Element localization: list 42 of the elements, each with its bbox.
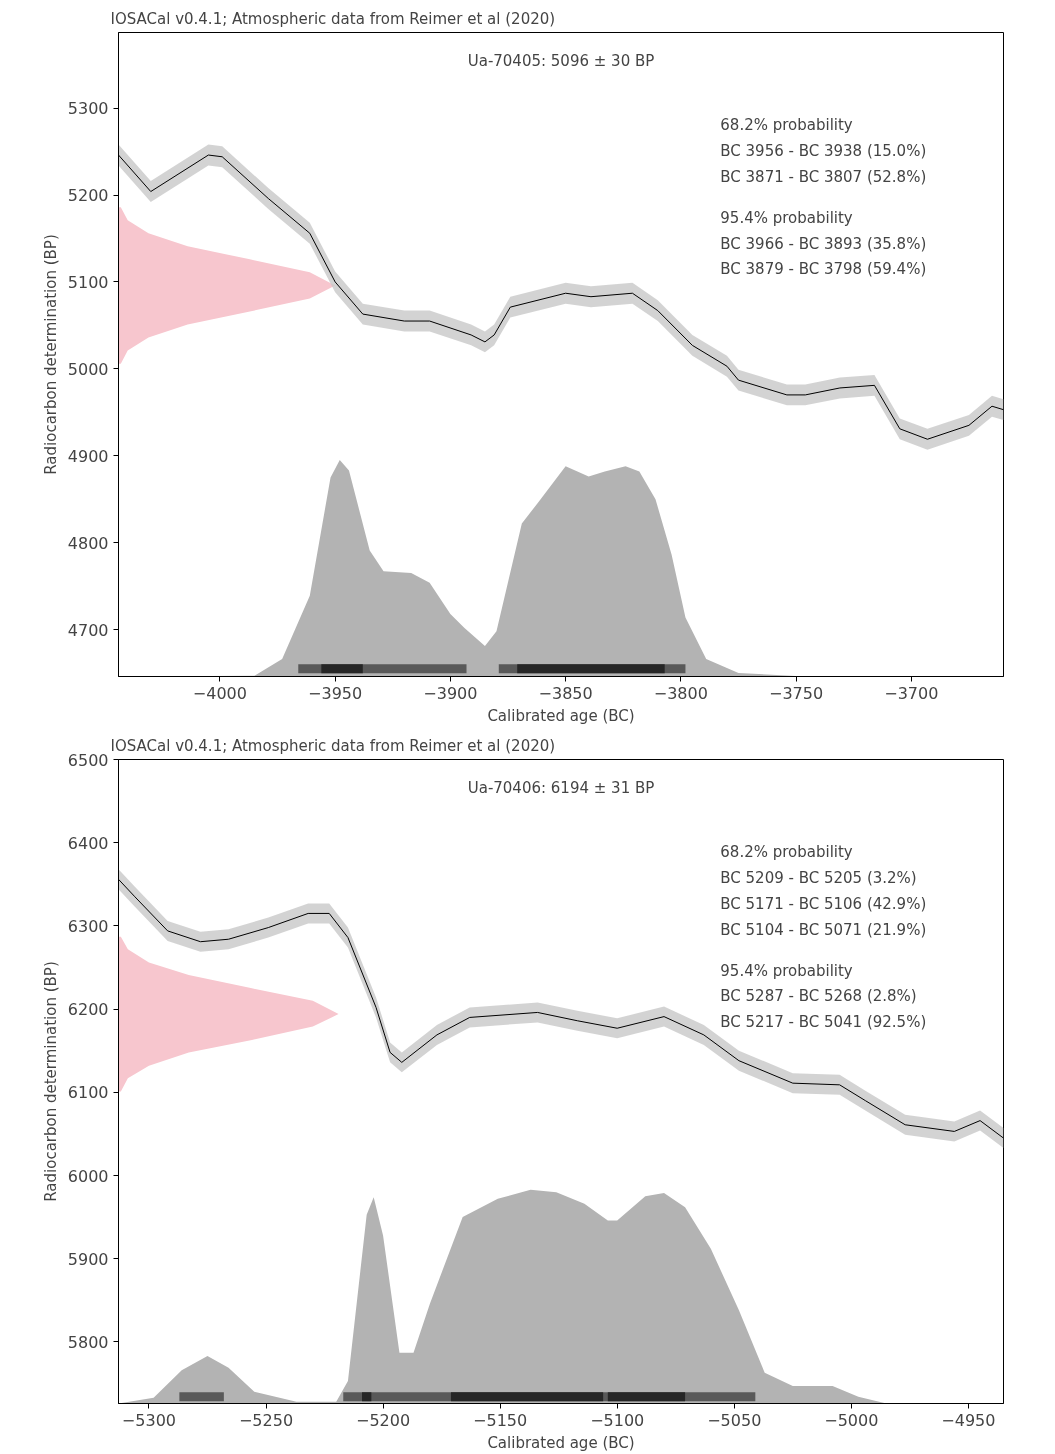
y-tick-label: 6500	[67, 750, 109, 770]
annotation: 95.4% probability BC 5287 - BC 5268 (2.8%) BC 5217 - BC 5041 (92.5%)	[720, 961, 927, 1032]
x-tick-label: −5050	[707, 1410, 762, 1430]
y-tick-label: 5300	[67, 99, 109, 119]
x-tick-label: −3950	[308, 683, 363, 703]
x-tick-label: −5100	[590, 1410, 645, 1430]
x-tick-label: −5000	[824, 1410, 879, 1430]
y-tick-label: 6200	[67, 1000, 109, 1020]
text: Ua-70406: 6194 ± 31 BP	[467, 778, 655, 797]
annotation: 68.2% probability BC 5209 - BC 5205 (3.2%) BC 5171 - BC 5106 (42.9%) BC 5104 - BC 5071 (21.9%)	[720, 843, 927, 939]
y-tick-label: 4700	[67, 620, 109, 640]
y-tick-label: 4900	[67, 446, 109, 466]
y-axis-title: Radiocarbon determination (BP)	[41, 234, 60, 475]
x-tick-label: −4000	[192, 683, 247, 703]
x-tick-label: −4950	[941, 1410, 996, 1430]
x-tick-label: −3750	[769, 683, 824, 703]
x-axis-title: Calibrated age (BC)	[487, 1433, 635, 1452]
annotation: 68.2% probability BC 3956 - BC 3938 (15.0%) BC 3871 - BC 3807 (52.8%)	[720, 116, 927, 186]
annotation: 95.4% probability BC 3966 - BC 3893 (35.8%) BC 3879 - BC 3798 (59.4%)	[720, 208, 927, 279]
x-tick-label: −3700	[884, 683, 939, 703]
y-tick-label: 5100	[67, 272, 109, 292]
x-tick-label: −3800	[653, 683, 708, 703]
y-tick-label: 5200	[67, 186, 109, 206]
y-tick-label: 6400	[67, 833, 109, 853]
y-tick-label: 5900	[67, 1249, 109, 1269]
y-tick-label: 6300	[67, 916, 109, 936]
y-tick-label: 4800	[67, 533, 109, 553]
chart-title: IOSACal v0.4.1; Atmospheric data from Reimer et al (2020)	[110, 9, 556, 28]
y-tick-label: 6000	[67, 1166, 109, 1186]
chart-title: IOSACal v0.4.1; Atmospheric data from Reimer et al (2020)	[110, 736, 556, 755]
x-axis-title: Calibrated age (BC)	[487, 706, 635, 725]
x-tick-label: −3900	[423, 683, 478, 703]
x-tick-label: −5300	[121, 1410, 176, 1430]
y-axis-title: Radiocarbon determination (BP)	[41, 961, 60, 1202]
x-tick-label: −5250	[238, 1410, 294, 1430]
x-tick-label: −3850	[538, 683, 593, 703]
x-tick-label: −5200	[356, 1410, 411, 1430]
text: Ua-70405: 5096 ± 30 BP	[467, 51, 655, 70]
y-tick-label: 5800	[67, 1332, 109, 1352]
y-tick-label: 6100	[67, 1083, 109, 1103]
x-tick-label: −5150	[473, 1410, 528, 1430]
y-tick-label: 5000	[67, 359, 109, 379]
